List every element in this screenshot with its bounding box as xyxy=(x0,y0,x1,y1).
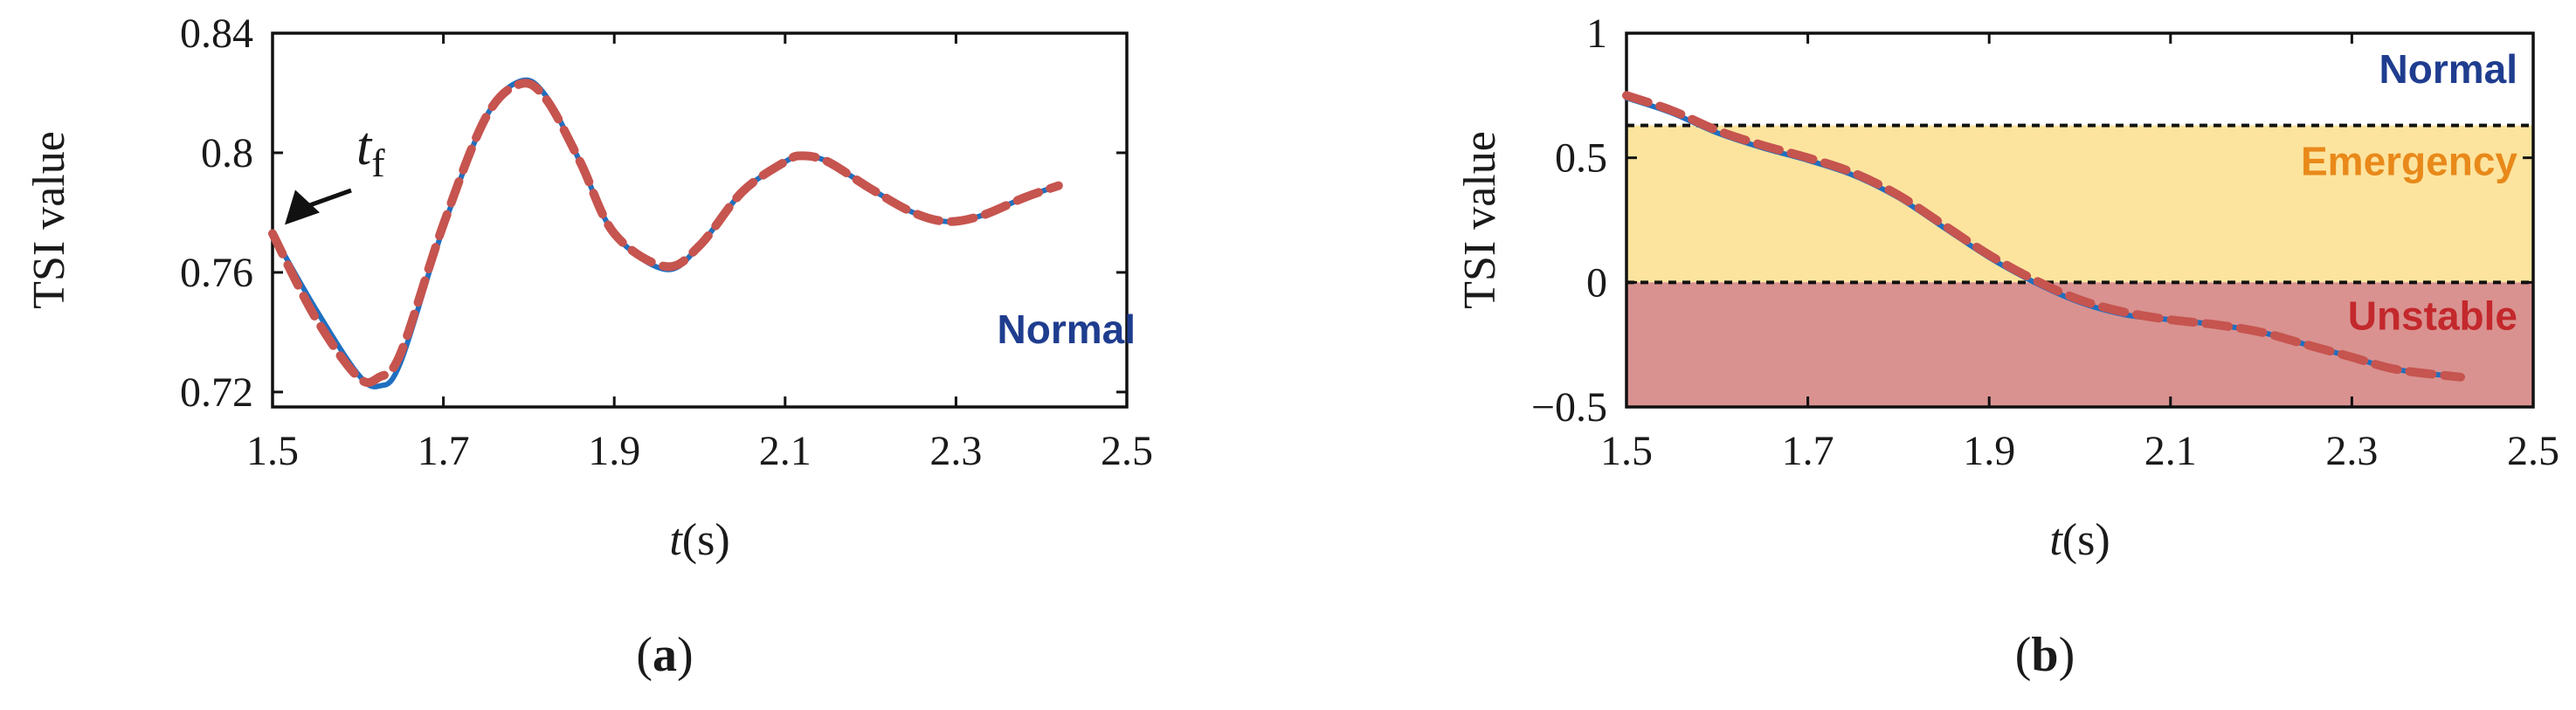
state-label-normal: Normal xyxy=(998,307,1136,352)
x-axis-label-unit: (s) xyxy=(2062,515,2110,565)
panel-label-open: ( xyxy=(636,628,653,682)
x-tick-label: 1.5 xyxy=(1600,428,1653,474)
x-axis-label-variable: t xyxy=(2049,515,2063,565)
y-tick-label: 1 xyxy=(1586,10,1607,57)
series-line-actual xyxy=(270,77,1061,389)
y-axis-label: TSI value xyxy=(1455,131,1505,309)
series-line-predicted xyxy=(268,79,1063,387)
series-line-predicted xyxy=(1622,91,2465,382)
x-axis-label-unit: (s) xyxy=(682,515,730,565)
x-tick-label: 2.5 xyxy=(1101,428,1153,474)
y-tick-label: 0.5 xyxy=(1555,135,1607,182)
plot-frame xyxy=(271,31,1129,409)
panel-b-chart: 1.5 1.7 1.9 2.1 2.3 2.5 −0.5 0 0.5 1 TSI value t(s)… xyxy=(1455,10,2559,682)
region-label-normal: Normal xyxy=(2379,46,2517,92)
x-axis-label-variable: t xyxy=(669,515,683,565)
panel-label-letter: a xyxy=(653,628,677,682)
panel-label: (b) xyxy=(2015,628,2075,682)
y-tick-label: 0.8 xyxy=(201,130,253,176)
y-tick-label: 0.76 xyxy=(180,250,253,296)
x-axis-label: t(s) xyxy=(2049,515,2110,565)
x-tick-label: 1.7 xyxy=(1782,428,1834,474)
y-tick-label: 0 xyxy=(1586,259,1607,306)
x-tick-label: 2.1 xyxy=(2144,428,2197,474)
annotation-arrow-head xyxy=(285,190,320,225)
y-axis-label: TSI value xyxy=(24,131,74,309)
x-tick-label: 1.9 xyxy=(1963,428,2015,474)
panel-label: (a) xyxy=(636,628,693,682)
panel-label-close: ) xyxy=(2059,628,2075,682)
y-tick-label: 0.72 xyxy=(180,369,253,416)
x-tick-label: 2.3 xyxy=(929,428,982,474)
panel-label-letter: b xyxy=(2031,628,2058,682)
x-tick-label: 2.1 xyxy=(759,428,811,474)
plot-frame xyxy=(1625,31,2535,409)
annotation-tf-main: t xyxy=(356,117,373,176)
y-tick-label: 0.84 xyxy=(180,10,253,57)
y-tick-label: −0.5 xyxy=(1531,384,1607,431)
annotation-arrow-shaft xyxy=(303,188,352,210)
x-tick-label: 2.3 xyxy=(2325,428,2378,474)
panel-label-close: ) xyxy=(677,628,694,682)
annotation-tf: tf xyxy=(356,117,385,185)
x-axis-label: t(s) xyxy=(669,515,729,565)
x-tick-label: 2.5 xyxy=(2507,428,2559,474)
x-tick-label: 1.7 xyxy=(418,428,470,474)
panel-a-chart: 1.5 1.7 1.9 2.1 2.3 2.5 0.72 0.76 0.8 0.84 TSI val… xyxy=(24,10,1153,682)
annotation-tf-sub: f xyxy=(371,141,385,185)
region-label-unstable: Unstable xyxy=(2348,293,2517,338)
region-label-emergency: Emergency xyxy=(2301,138,2517,183)
x-tick-label: 1.9 xyxy=(588,428,640,474)
x-tick-label: 1.5 xyxy=(246,428,299,474)
panel-label-open: ( xyxy=(2015,628,2032,682)
